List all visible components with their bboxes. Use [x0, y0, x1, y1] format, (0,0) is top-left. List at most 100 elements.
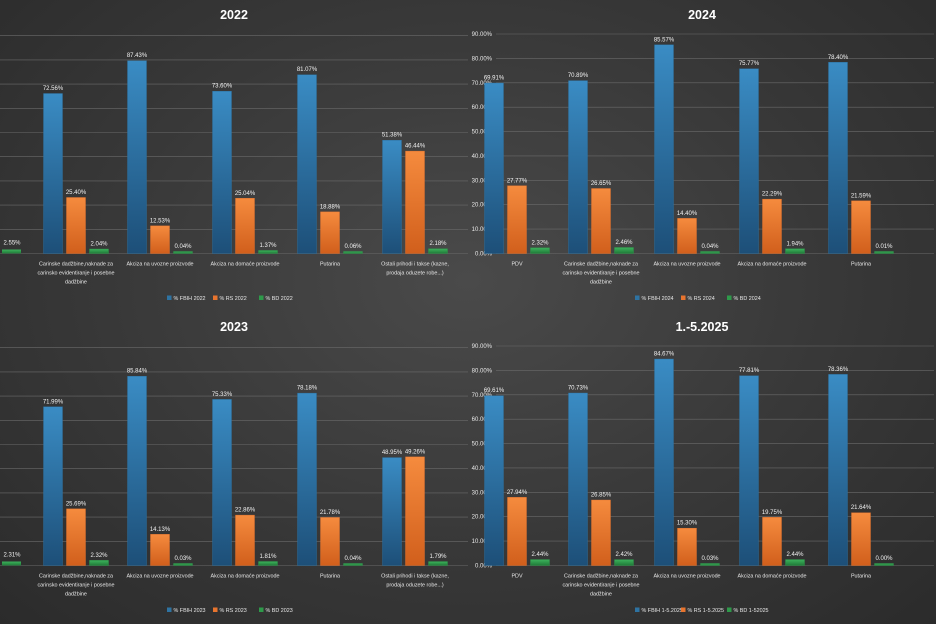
- data-label: 15.30%: [677, 521, 698, 527]
- chart-title: 2023: [220, 320, 248, 334]
- data-label: 69.61%: [484, 388, 505, 394]
- data-label: 2.44%: [786, 552, 804, 558]
- chart-svg: 2024 0.00% 10.00% 20.00% 30.00% 40.00% 50.00% 6…: [472, 8, 934, 302]
- bar-fbih: [484, 395, 504, 566]
- data-label: 49.26%: [405, 449, 426, 455]
- bar-bd: [89, 560, 109, 566]
- data-label: 75.33%: [212, 392, 233, 398]
- data-label: 22.86%: [235, 508, 256, 514]
- y-tick-label: 60.00%: [472, 105, 493, 111]
- data-label: 0.04%: [701, 244, 719, 250]
- data-label: 2.32%: [531, 240, 549, 246]
- legend-label: % BD 2022: [266, 296, 293, 302]
- chart-2025: 1.-5.2025 0.00% 10.00% 20.00% 30.00% 40.00% 50…: [468, 312, 936, 624]
- bar-fbih: [43, 93, 63, 254]
- bar-bd: [343, 563, 363, 566]
- data-label: 78.40%: [828, 55, 849, 61]
- category-label: Carinske dadžbine,naknade za: [39, 574, 113, 580]
- bar-bd: [530, 247, 550, 254]
- legend-swatch: [167, 607, 172, 612]
- bar-rs: [150, 225, 170, 254]
- y-tick-label: 70.00%: [472, 393, 493, 399]
- data-label: 48.95%: [382, 450, 403, 456]
- category-label: Putarina: [851, 262, 871, 268]
- data-label: 1.94%: [786, 241, 804, 247]
- y-tick-label: 80.00%: [472, 56, 493, 62]
- bar-bd: [173, 563, 193, 566]
- bar-fbih: [568, 392, 588, 566]
- legend-label: % FBIH 2022: [174, 296, 206, 302]
- data-label: 14.13%: [150, 527, 171, 533]
- legend-swatch: [727, 607, 732, 612]
- category-label: Akciza na domaće proizvode: [738, 262, 807, 268]
- legend-label: % RS 2023: [220, 608, 247, 614]
- category-label: dadžbine: [65, 592, 87, 598]
- bar-bd: [700, 563, 720, 566]
- category-label: Akciza na uvozne proizvode: [653, 574, 720, 580]
- bar-bd: [2, 561, 21, 566]
- legend-swatch: [635, 295, 640, 300]
- data-label: 21.64%: [851, 505, 872, 511]
- category-label: dadžbine: [65, 280, 87, 286]
- data-label: 27.94%: [507, 490, 528, 496]
- bar-fbih: [297, 74, 317, 254]
- bar-bd: [785, 248, 805, 254]
- bar-bd: [874, 563, 894, 566]
- category-label: PDV: [511, 262, 522, 268]
- category-label: Akciza na uvozne proizvode: [126, 262, 193, 268]
- data-label: 0.01%: [875, 244, 893, 250]
- data-label: 0.03%: [701, 556, 719, 562]
- legend-label: % BD 2023: [266, 608, 293, 614]
- bar-rs: [762, 198, 782, 254]
- y-tick-label: 40.00%: [472, 466, 493, 472]
- category-label: carinsko evidentiranje i posebne: [37, 271, 114, 277]
- data-label: 75.77%: [739, 61, 760, 67]
- bar-fbih: [739, 68, 759, 254]
- y-tick-label: 20.00%: [472, 515, 493, 521]
- data-label: 2.31%: [3, 553, 21, 559]
- y-tick-label: 0.00%: [475, 252, 493, 258]
- category-label: carinsko evidentiranje i posebne: [562, 583, 639, 589]
- bar-rs: [320, 211, 340, 254]
- bar-bd: [700, 251, 720, 254]
- data-label: 46.44%: [405, 144, 426, 150]
- bar-rs: [235, 514, 255, 566]
- bar-fbih: [212, 91, 232, 254]
- bar-fbih: [127, 60, 147, 254]
- y-tick-label: 10.00%: [472, 227, 493, 233]
- bar-rs: [677, 218, 697, 254]
- data-label: 12.53%: [150, 218, 171, 224]
- bar-rs: [405, 456, 425, 566]
- data-label: 2.32%: [90, 553, 108, 559]
- data-label: 78.36%: [828, 367, 849, 373]
- chart-2022: 2022 72.56% 87.43% 73.60% 81.07% 51.38% 25.40%…: [0, 0, 468, 312]
- bar-rs: [677, 527, 697, 566]
- data-label: 2.04%: [90, 242, 108, 248]
- data-label: 69.91%: [484, 75, 505, 81]
- category-label: Carinske dadžbine,naknade za: [564, 574, 638, 580]
- data-label: 0.04%: [344, 556, 362, 562]
- bar-bd: [89, 248, 109, 254]
- data-label: 77.81%: [739, 368, 760, 374]
- category-label: Akciza na uvozne proizvode: [126, 574, 193, 580]
- data-label: 2.18%: [429, 241, 447, 247]
- category-label: Akciza na uvozne proizvode: [653, 262, 720, 268]
- data-label: 0.06%: [344, 244, 362, 250]
- bar-rs: [320, 517, 340, 566]
- y-tick-label: 60.00%: [472, 417, 493, 423]
- bar-fbih: [654, 44, 674, 254]
- bar-rs: [66, 508, 86, 566]
- data-label: 73.60%: [212, 84, 233, 90]
- y-tick-label: 90.00%: [472, 344, 493, 350]
- data-label: 25.69%: [66, 501, 87, 507]
- bar-rs: [591, 188, 611, 254]
- category-label: Carinske dadžbine,naknade za: [564, 262, 638, 268]
- y-tick-label: 20.00%: [472, 203, 493, 209]
- y-tick-label: 40.00%: [472, 154, 493, 160]
- legend-label: % FBIH 1-5.2025: [642, 608, 683, 614]
- category-label: PDV: [511, 574, 522, 580]
- data-label: 25.40%: [66, 190, 87, 196]
- data-label: 71.99%: [43, 399, 64, 405]
- chart-title: 2024: [688, 8, 716, 22]
- bar-fbih: [43, 406, 63, 566]
